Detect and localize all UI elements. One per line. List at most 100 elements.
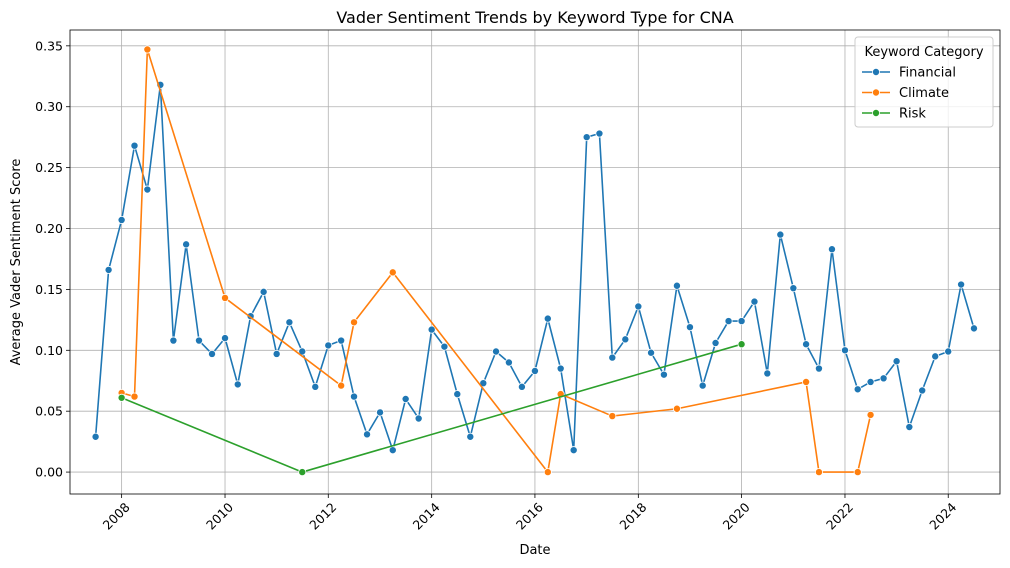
- data-point-financial: [376, 408, 385, 417]
- y-axis: 0.00 0.05 0.10 0.15 0.20 0.25 0.30 0.35: [35, 38, 70, 480]
- legend-items: Financial Climate Risk: [862, 66, 956, 122]
- data-point-financial: [91, 432, 100, 441]
- data-point-financial: [311, 382, 320, 391]
- y-tick-label: 0.15: [35, 282, 63, 297]
- y-axis-label: Average Vader Sentiment Score: [9, 159, 24, 366]
- data-point-financial: [634, 302, 643, 311]
- data-point-climate: [543, 468, 552, 477]
- data-point-financial: [556, 364, 565, 373]
- legend: Keyword Category Financial Climate Risk: [854, 36, 994, 128]
- legend-box: [854, 36, 994, 128]
- data-point-financial: [905, 423, 914, 432]
- data-point-risk: [117, 393, 126, 402]
- y-tick-label: 0.10: [35, 343, 63, 358]
- data-point-financial: [608, 353, 617, 362]
- data-point-financial: [582, 133, 591, 142]
- data-point-climate: [672, 404, 681, 413]
- x-tick-label: 2012: [306, 500, 339, 533]
- data-point-financial: [750, 297, 759, 306]
- data-point-financial: [595, 129, 604, 138]
- data-point-financial: [802, 340, 811, 349]
- data-point-financial: [233, 380, 242, 389]
- data-point-financial: [647, 348, 656, 357]
- data-point-financial: [776, 230, 785, 239]
- data-point-financial: [969, 324, 978, 333]
- x-tick-label: 2014: [410, 499, 443, 532]
- data-point-climate: [143, 45, 152, 54]
- data-point-financial: [143, 185, 152, 194]
- data-point-climate: [853, 468, 862, 477]
- data-point-climate: [337, 381, 346, 390]
- data-point-financial: [763, 369, 772, 378]
- data-point-financial: [298, 347, 307, 356]
- data-point-financial: [221, 334, 230, 343]
- data-point-risk: [737, 340, 746, 349]
- data-point-financial: [324, 341, 333, 350]
- data-point-financial: [672, 281, 681, 290]
- series-financial: [91, 80, 978, 455]
- x-tick-label: 2024: [926, 499, 959, 532]
- data-point-financial: [931, 352, 940, 361]
- data-point-financial: [814, 364, 823, 373]
- x-tick-label: 2008: [100, 499, 133, 532]
- data-point-financial: [918, 386, 927, 395]
- data-point-financial: [711, 338, 720, 347]
- data-point-climate: [802, 377, 811, 386]
- data-point-financial: [517, 382, 526, 391]
- x-axis-label: Date: [519, 543, 550, 558]
- data-point-risk: [298, 468, 307, 477]
- data-point-financial: [427, 325, 436, 334]
- series-climate: [117, 45, 875, 477]
- data-point-climate: [866, 410, 875, 419]
- data-point-financial: [285, 318, 294, 327]
- data-point-financial: [543, 314, 552, 323]
- data-point-financial: [698, 381, 707, 390]
- x-axis: 2008 2010 2012 2014 2016 2018 2020 2022 2024: [100, 494, 959, 533]
- x-tick-label: 2022: [823, 500, 856, 533]
- x-tick-label: 2010: [203, 499, 236, 532]
- x-tick-label: 2018: [616, 499, 649, 532]
- data-point-financial: [208, 349, 217, 358]
- data-point-financial: [169, 336, 178, 345]
- data-point-financial: [363, 430, 372, 439]
- legend-marker-climate: [872, 88, 881, 97]
- data-point-financial: [130, 141, 139, 150]
- data-point-financial: [117, 215, 126, 224]
- data-point-financial: [659, 370, 668, 379]
- legend-item-risk: Risk: [862, 107, 926, 122]
- data-point-financial: [724, 317, 733, 326]
- data-point-financial: [414, 414, 423, 423]
- series-line-climate: [121, 48, 872, 473]
- data-point-financial: [530, 366, 539, 375]
- data-point-financial: [840, 346, 849, 355]
- data-point-financial: [272, 349, 281, 358]
- data-point-climate: [814, 468, 823, 477]
- chart-title: Vader Sentiment Trends by Keyword Type f…: [336, 8, 733, 27]
- data-point-climate: [221, 293, 230, 302]
- data-point-financial: [401, 395, 410, 404]
- data-point-climate: [130, 392, 139, 401]
- data-point-financial: [737, 317, 746, 326]
- y-tick-label: 0.00: [35, 465, 63, 480]
- legend-label-financial: Financial: [899, 66, 956, 81]
- data-point-financial: [504, 358, 513, 367]
- y-tick-label: 0.35: [35, 38, 63, 53]
- data-point-financial: [944, 347, 953, 356]
- series-layer: [91, 45, 978, 477]
- data-point-financial: [957, 280, 966, 289]
- y-tick-label: 0.30: [35, 99, 63, 114]
- legend-title: Keyword Category: [864, 45, 983, 60]
- legend-label-climate: Climate: [899, 86, 949, 101]
- data-point-financial: [789, 284, 798, 293]
- data-point-financial: [853, 385, 862, 394]
- data-point-climate: [350, 318, 359, 327]
- data-point-climate: [388, 268, 397, 277]
- data-point-financial: [892, 357, 901, 366]
- data-point-financial: [194, 336, 203, 345]
- data-point-financial: [259, 287, 268, 296]
- data-point-financial: [337, 336, 346, 345]
- x-tick-label: 2020: [720, 499, 753, 532]
- data-point-financial: [866, 377, 875, 386]
- y-tick-label: 0.20: [35, 221, 63, 236]
